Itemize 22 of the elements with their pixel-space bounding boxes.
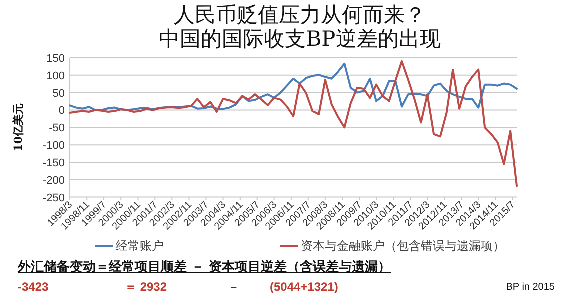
y-tick-label: -250: [42, 192, 65, 204]
text: －: [228, 280, 240, 294]
text: -3423: [18, 280, 50, 294]
y-tick-label: 150: [46, 53, 65, 65]
y-tick-label: 0: [58, 105, 65, 118]
y-tick-label: 50: [52, 88, 65, 100]
text: ＝ 2932: [125, 280, 168, 294]
text: BP in 2015: [506, 282, 556, 293]
chart-subtitle: 中国的国际收支BP逆差的出现: [159, 27, 441, 51]
line-series: [69, 60, 518, 188]
y-tick-label: -50: [49, 122, 65, 135]
y-tick-label: 100: [46, 70, 65, 82]
text: (5044+1321): [270, 280, 338, 294]
y-tick-label: -200: [42, 174, 65, 187]
y-tick-label: -100: [42, 140, 65, 152]
legend-label: 资本与金融账户（包含错误与遗漏项）: [301, 239, 505, 253]
y-axis-title: 10亿美元: [12, 103, 25, 152]
y-tick-label: -150: [42, 157, 65, 170]
chart-title: 人民币贬值压力从何而来？: [174, 3, 426, 27]
legend-label: 经常账户: [116, 239, 164, 253]
line-series: [69, 62, 518, 112]
text: 外汇储备变动＝经常项目顺差 － 资本项目逆差（含误差与遗漏）: [17, 259, 392, 275]
